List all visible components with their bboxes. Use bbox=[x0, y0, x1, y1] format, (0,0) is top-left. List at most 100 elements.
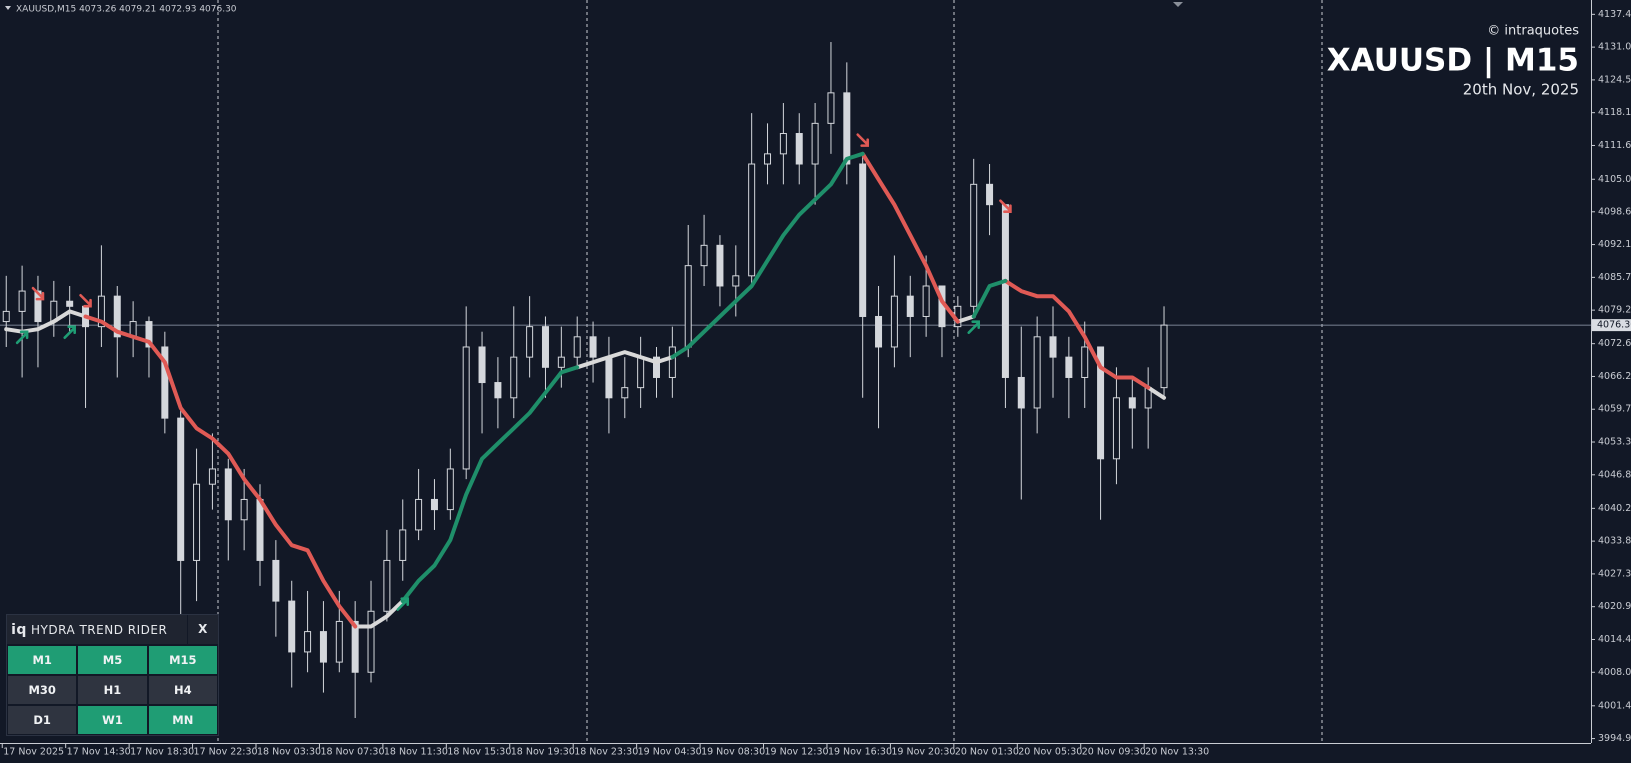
panel-close[interactable]: X bbox=[187, 615, 218, 644]
candle-body bbox=[177, 417, 185, 561]
candle-body bbox=[684, 265, 692, 348]
candle-body bbox=[541, 326, 549, 368]
candle-body bbox=[843, 92, 851, 165]
candle-body bbox=[589, 336, 597, 358]
timeframe-button[interactable]: H4 bbox=[148, 676, 217, 704]
candle-body bbox=[494, 382, 502, 399]
buy-arrow bbox=[15, 330, 29, 345]
y-tick-label: 4020.90 bbox=[1598, 601, 1631, 612]
y-tick-label: 4105.00 bbox=[1598, 174, 1631, 185]
candle-body bbox=[34, 290, 42, 323]
candle-body bbox=[399, 529, 407, 561]
timeframe-button[interactable]: MN bbox=[148, 706, 217, 734]
y-tick-label: 4040.25 bbox=[1598, 503, 1631, 514]
y-tick-label: 4111.65 bbox=[1598, 140, 1631, 151]
candle-body bbox=[764, 153, 772, 165]
candle-body bbox=[113, 295, 121, 338]
timeframe-button[interactable]: W1 bbox=[78, 706, 147, 734]
candle-body bbox=[906, 295, 914, 317]
candle-body bbox=[478, 346, 486, 384]
candle-body bbox=[875, 315, 883, 348]
x-tick-label: 18 Nov 03:30 bbox=[257, 747, 321, 758]
panel-title: HYDRA TREND RIDER bbox=[31, 622, 168, 637]
candle-body bbox=[208, 468, 216, 485]
candle-body bbox=[1065, 356, 1073, 378]
candle-body bbox=[1112, 397, 1120, 460]
indicator-panel: iq HYDRA TREND RIDER X M1 M5 M15 M30 H1 H4 D1 W… bbox=[6, 614, 219, 736]
watermark-symbol: XAUUSD | M15 bbox=[1327, 43, 1579, 79]
y-tick-label: 4001.40 bbox=[1598, 700, 1631, 711]
y-tick-label: 4085.70 bbox=[1598, 272, 1631, 283]
candle-body bbox=[621, 387, 629, 399]
last-price-box bbox=[1592, 319, 1631, 332]
candle-body bbox=[66, 300, 74, 307]
y-tick-label: 4014.45 bbox=[1598, 634, 1631, 645]
y-tick-label: 4131.00 bbox=[1598, 42, 1631, 53]
candle-body bbox=[573, 336, 581, 358]
candle-body bbox=[1001, 204, 1009, 378]
candle-body bbox=[240, 498, 248, 521]
timeframe-button[interactable]: M5 bbox=[78, 646, 147, 674]
candle-body bbox=[827, 92, 835, 124]
candle-body bbox=[2, 310, 10, 323]
y-tick-label: 4079.25 bbox=[1598, 305, 1631, 316]
candle-body bbox=[367, 610, 375, 673]
last-price-label: 4076.30 bbox=[1597, 320, 1631, 331]
candle-body bbox=[430, 498, 438, 511]
y-tick-label: 4033.80 bbox=[1598, 536, 1631, 547]
timeframe-button[interactable]: D1 bbox=[8, 706, 77, 734]
x-tick-label: 20 Nov 13:30 bbox=[1145, 747, 1209, 758]
candle-body bbox=[637, 356, 645, 389]
y-tick-label: 4008.00 bbox=[1598, 667, 1631, 678]
x-tick-label: 17 Nov 18:30 bbox=[130, 747, 194, 758]
y-tick-label: 4072.65 bbox=[1598, 338, 1631, 349]
candle-body bbox=[288, 600, 296, 653]
x-tick-label: 18 Nov 15:30 bbox=[447, 747, 511, 758]
watermark-credit: © intraquotes bbox=[1487, 24, 1579, 39]
buy-arrow bbox=[63, 325, 76, 340]
candle-body bbox=[668, 346, 676, 378]
candle-body bbox=[986, 183, 994, 206]
x-tick-label: 19 Nov 04:30 bbox=[638, 747, 702, 758]
candle-body bbox=[383, 559, 391, 612]
candle-body bbox=[319, 631, 327, 663]
candle-body bbox=[795, 133, 803, 165]
watermark-date: 20th Nov, 2025 bbox=[1463, 81, 1579, 99]
y-tick-label: 4059.75 bbox=[1598, 404, 1631, 415]
y-tick-label: 4092.15 bbox=[1598, 239, 1631, 250]
y-tick-label: 3994.95 bbox=[1598, 733, 1631, 744]
candle-body bbox=[653, 356, 660, 378]
timeframe-button[interactable]: M15 bbox=[148, 646, 217, 674]
candle-body bbox=[1160, 324, 1168, 389]
y-tick-label: 4066.20 bbox=[1598, 371, 1631, 382]
y-tick-label: 4098.60 bbox=[1598, 206, 1631, 217]
candle-body bbox=[351, 620, 359, 673]
x-tick-label: 19 Nov 08:30 bbox=[701, 747, 765, 758]
y-tick-label: 4053.30 bbox=[1598, 437, 1631, 448]
timeframe-button[interactable]: M1 bbox=[8, 646, 77, 674]
candle-body bbox=[1081, 346, 1089, 378]
candle-body bbox=[779, 133, 787, 155]
timeframe-grid: M1 M5 M15 M30 H1 H4 D1 W1 MN bbox=[7, 644, 218, 735]
candle-body bbox=[304, 631, 312, 653]
timeframe-button[interactable]: M30 bbox=[8, 676, 77, 704]
x-tick-label: 19 Nov 16:30 bbox=[828, 747, 892, 758]
x-tick-label: 17 Nov 22:30 bbox=[194, 747, 258, 758]
candle-body bbox=[224, 468, 232, 521]
sell-arrow bbox=[999, 199, 1012, 214]
buy-arrow bbox=[396, 597, 410, 611]
candle-body bbox=[510, 356, 518, 399]
candle-body bbox=[18, 290, 26, 312]
trend-line bbox=[400, 151, 1008, 604]
y-tick-label: 4027.35 bbox=[1598, 568, 1631, 579]
candle-body bbox=[732, 275, 740, 287]
timeframe-button[interactable]: H1 bbox=[78, 676, 147, 704]
shift-marker bbox=[1173, 2, 1183, 7]
sell-arrow bbox=[31, 286, 45, 301]
candle-body bbox=[605, 356, 613, 399]
candle-body bbox=[462, 346, 470, 470]
candle-body bbox=[1049, 336, 1057, 358]
x-tick-label: 20 Nov 09:30 bbox=[1082, 747, 1146, 758]
symbol-info: XAUUSD,M15 4073.26 4079.21 4072.93 4076.… bbox=[16, 5, 237, 15]
candle-body bbox=[1033, 336, 1041, 409]
